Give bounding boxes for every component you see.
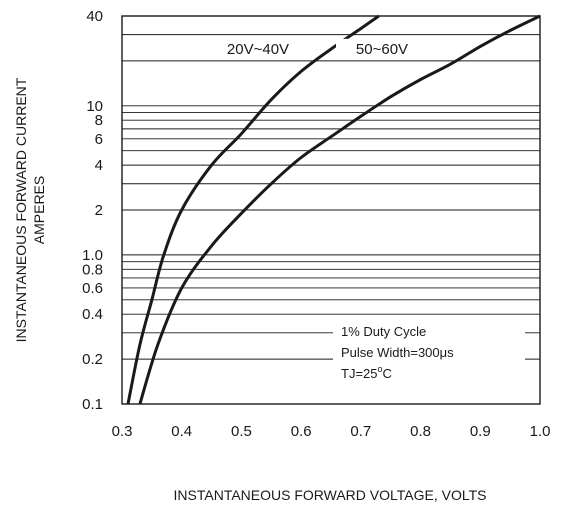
- annotation-line-2: Pulse Width=300μs: [341, 345, 454, 360]
- annotation-box: 1% Duty Cycle Pulse Width=300μs TJ=25oC: [333, 320, 525, 386]
- x-tick-label: 0.3: [112, 423, 133, 440]
- y-tick-label: 0.1: [82, 396, 103, 413]
- y-tick-label: 0.6: [82, 280, 103, 297]
- y-tick-label: 0.8: [82, 261, 103, 278]
- annotation-line-3-sup: o: [378, 364, 383, 374]
- annotation-line-3-prefix: TJ=25: [341, 366, 378, 381]
- curve-labels: 20V~40V 50~60V: [212, 38, 428, 58]
- y-tick-label: 2: [95, 202, 103, 219]
- annotation-line-3-suffix: C: [383, 366, 392, 381]
- curves: [126, 14, 541, 405]
- y-tick-label: 10: [86, 98, 103, 115]
- x-axis-label: INSTANTANEOUS FORWARD VOLTAGE, VOLTS: [174, 487, 487, 503]
- annotation-line-1: 1% Duty Cycle: [341, 324, 426, 339]
- x-tick-label: 0.6: [291, 423, 312, 440]
- y-tick-label: 1.0: [82, 247, 103, 264]
- y-tick-label: 0.2: [82, 351, 103, 368]
- y-tick-label: 6: [95, 131, 103, 148]
- x-tick-label: 0.8: [410, 423, 431, 440]
- x-tick-label: 0.9: [470, 423, 491, 440]
- y-axis-label-units: AMPERES: [31, 176, 47, 244]
- series-label-bg: [212, 38, 304, 58]
- series-label-bg: [336, 38, 428, 58]
- series-label-2: 50~60V: [356, 41, 408, 58]
- x-tick-label: 0.5: [231, 423, 252, 440]
- y-tick-label: 40: [86, 8, 103, 25]
- plot-frame: [121, 15, 541, 405]
- x-tick-label: 1.0: [530, 423, 551, 440]
- series-line-2: [138, 14, 541, 405]
- x-tick-label: 0.7: [350, 423, 371, 440]
- series-line-1: [126, 14, 380, 405]
- annotation-background: [333, 320, 525, 386]
- series-label-1: 20V~40V: [227, 41, 289, 58]
- y-tick-label: 4: [95, 157, 103, 174]
- x-tick-label: 0.4: [171, 423, 192, 440]
- x-tick-labels: 0.3 0.4 0.5 0.6 0.7 0.8 0.9 1.0: [112, 423, 551, 440]
- y-tick-labels: 0.1 0.2 0.4 0.6 0.81.0 2 4 6 810 40: [82, 8, 103, 413]
- y-tick-label: 8: [95, 112, 103, 129]
- grid-lines: [122, 34, 540, 360]
- annotation-line-3: TJ=25oC: [341, 364, 392, 381]
- y-axis-label: INSTANTANEOUS FORWARD CURRENT: [13, 77, 29, 342]
- y-tick-label: 0.4: [82, 306, 103, 323]
